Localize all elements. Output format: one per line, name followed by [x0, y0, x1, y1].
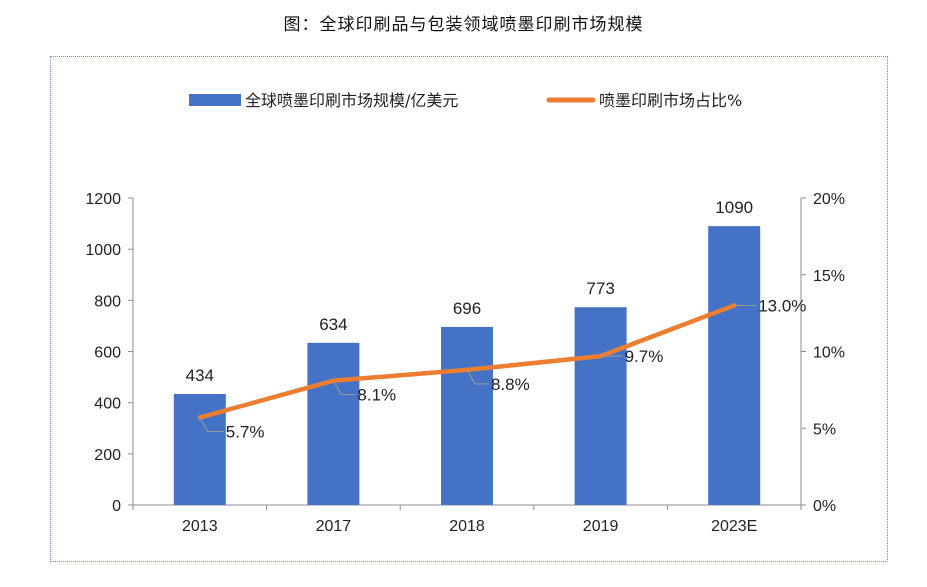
x-axis-tick-label: 2013 — [182, 518, 218, 535]
x-axis-tick-label: 2019 — [583, 518, 619, 535]
y-axis-right-tick-label: 0% — [813, 498, 836, 515]
bar-value-label: 696 — [453, 299, 481, 318]
y-axis-right-tick-label: 5% — [813, 421, 836, 438]
bar — [441, 326, 493, 505]
line-point — [464, 367, 470, 373]
line-value-label: 8.8% — [491, 375, 530, 394]
line-label-leader — [466, 369, 489, 385]
chart-frame: 全球喷墨印刷市场规模/亿美元 喷墨印刷市场占比% 0 200 400 600 800 10… — [50, 56, 888, 562]
y-axis-right-tick-label: 15% — [813, 268, 845, 285]
bar — [574, 307, 627, 505]
line-value-label: 5.7% — [226, 423, 265, 442]
figure-title: 图：全球印刷品与包装领域喷墨印刷市场规模 — [283, 15, 644, 35]
bar-value-label: 434 — [186, 366, 214, 385]
line-value-label: 9.7% — [625, 347, 664, 366]
y-axis-right-tick-label: 10% — [813, 345, 845, 362]
bar — [307, 342, 360, 505]
chart-svg: 全球喷墨印刷市场规模/亿美元 喷墨印刷市场占比% 0 200 400 600 800 10… — [85, 91, 845, 535]
line-value-label: 8.1% — [357, 386, 396, 405]
legend-bar-label: 全球喷墨印刷市场规模/亿美元 — [245, 91, 458, 110]
line-point — [331, 378, 336, 383]
bar-value-label: 773 — [586, 279, 614, 298]
x-axis-tick-label: 2017 — [316, 518, 352, 535]
y-axis-left-tick-label: 1200 — [85, 191, 121, 208]
x-axis-tick-label: 2018 — [449, 518, 485, 535]
data-labels: 434 634 696 773 1090 5.7% 8.1% 8.8% 9.7% 13.0% — [186, 198, 807, 441]
legend-bar-swatch — [189, 94, 241, 106]
y-axis-left-tick-label: 600 — [94, 345, 121, 362]
x-axis-tick-label: 2023E — [711, 518, 757, 535]
line-label-leader — [332, 380, 356, 396]
y-axis-left-tick-label: 400 — [94, 396, 121, 413]
bar-series — [173, 226, 761, 505]
bar-value-label: 634 — [319, 315, 347, 334]
bar-value-label: 1090 — [715, 198, 753, 217]
line-label-leader — [199, 417, 224, 433]
y-axis-left-tick-label: 200 — [94, 447, 121, 464]
bar — [708, 226, 761, 505]
y-axis-left-tick-label: 1000 — [85, 242, 121, 259]
y-axis-left-tick-label: 0 — [112, 498, 121, 515]
y-axis-right-tick-label: 20% — [813, 191, 845, 208]
line-value-label: 13.0% — [758, 296, 806, 315]
legend: 全球喷墨印刷市场规模/亿美元 喷墨印刷市场占比% — [189, 91, 742, 110]
y-axis-left-tick-label: 800 — [94, 293, 121, 310]
axes: 0 200 400 600 800 1000 1200 0% 5% 10% 15% 20% 2013 20… — [85, 191, 845, 535]
legend-line-label: 喷墨印刷市场占比% — [599, 91, 742, 110]
